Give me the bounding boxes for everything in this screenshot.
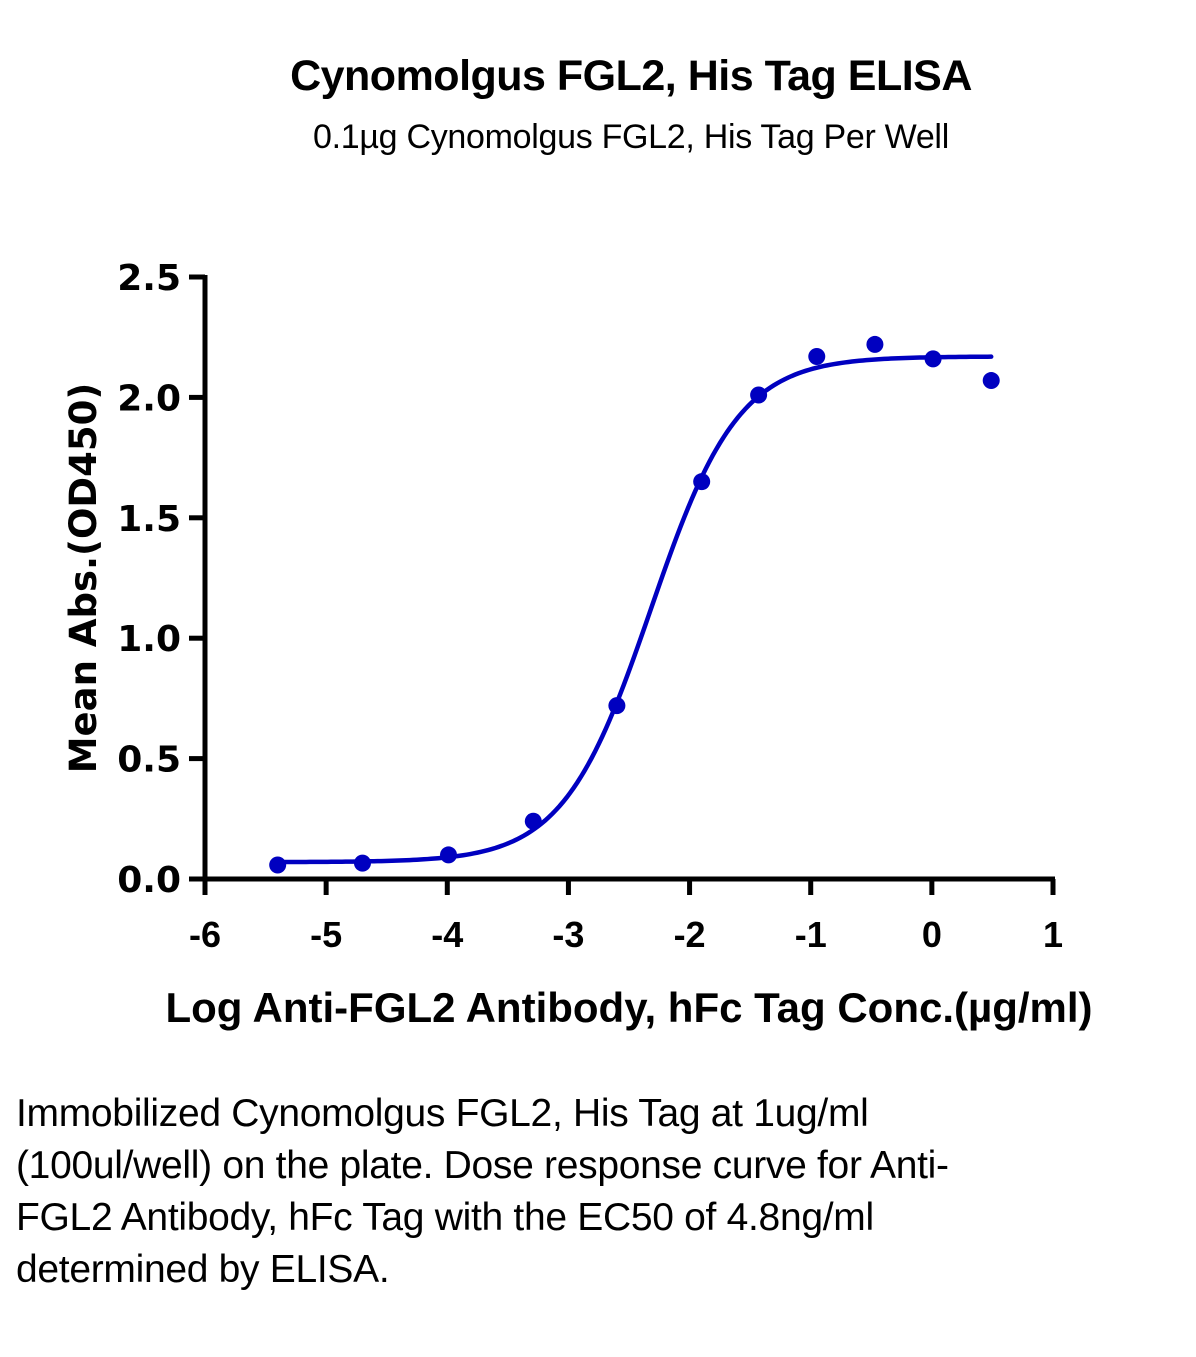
y-tick-label: 1.0 — [117, 619, 181, 660]
y-tick-label: 2.5 — [117, 258, 181, 299]
data-point — [439, 846, 457, 864]
x-tick-label: -6 — [189, 914, 221, 955]
chart-title: Cynomolgus FGL2, His Tag ELISA — [290, 52, 972, 100]
elisa-chart: 0.0 0.5 1.0 1.5 2.0 2.5 -6 -5 -4 -3 -2 -1 0 1 Mean A… — [62, 258, 1093, 1031]
data-points — [269, 335, 1000, 874]
data-point — [693, 473, 711, 491]
y-tick-label: 2.0 — [117, 378, 181, 419]
data-point — [269, 856, 287, 874]
x-axis-ticks: -6 -5 -4 -3 -2 -1 0 1 — [189, 879, 1063, 955]
x-tick-label: 1 — [1043, 914, 1063, 955]
figure-caption: Immobilized Cynomolgus FGL2, His Tag at … — [16, 1092, 949, 1291]
x-tick-label: -1 — [795, 914, 827, 955]
fit-curve — [275, 354, 994, 865]
data-point — [524, 812, 542, 830]
data-point — [808, 347, 826, 365]
y-tick-label: 0.0 — [117, 860, 181, 901]
x-tick-label: 0 — [922, 914, 942, 955]
x-tick-label: -5 — [310, 914, 342, 955]
chart-subtitle: 0.1µg Cynomolgus FGL2, His Tag Per Well — [313, 118, 949, 156]
y-axis-label: Mean Abs.(OD450) — [62, 383, 105, 774]
y-tick-label: 0.5 — [117, 740, 181, 781]
data-point — [608, 697, 626, 715]
data-point — [982, 372, 1000, 390]
x-axis-label: Log Anti-FGL2 Antibody, hFc Tag Conc.(µg… — [165, 984, 1092, 1031]
data-point — [924, 350, 942, 368]
data-point — [353, 854, 371, 872]
data-point — [750, 386, 768, 404]
x-tick-label: -2 — [674, 914, 706, 955]
axes — [202, 275, 1055, 882]
x-tick-label: -4 — [431, 914, 463, 955]
data-point — [866, 335, 884, 353]
y-axis-ticks: 0.0 0.5 1.0 1.5 2.0 2.5 — [117, 258, 205, 901]
y-tick-label: 1.5 — [117, 499, 181, 540]
x-tick-label: -3 — [552, 914, 584, 955]
